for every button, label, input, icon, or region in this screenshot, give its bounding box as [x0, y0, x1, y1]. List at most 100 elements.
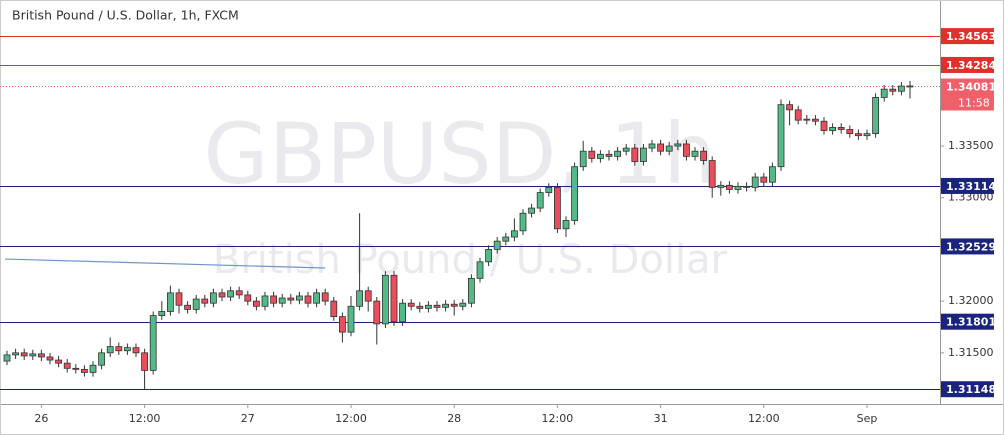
- level-label-box: [941, 56, 994, 73]
- candle-body: [106, 346, 114, 354]
- candle-body: [571, 166, 578, 221]
- level-label: 1.34563: [946, 30, 996, 43]
- candle-body: [812, 118, 819, 122]
- candle-body: [63, 362, 71, 369]
- candle-body: [846, 129, 854, 135]
- candle-body: [399, 302, 407, 323]
- y-tick-label: 1.33000: [948, 191, 994, 204]
- candle-body: [175, 292, 183, 306]
- candle-body: [648, 143, 656, 149]
- x-tick-label: 31: [654, 412, 668, 425]
- candle-body: [29, 353, 37, 357]
- x-tick-label: 12:00: [542, 412, 574, 425]
- candle-body: [889, 88, 897, 92]
- candle-body: [218, 292, 226, 298]
- level-label-box: [941, 28, 994, 45]
- candle-body: [880, 88, 888, 98]
- candle-body: [906, 85, 914, 88]
- level-label: 1.31148: [946, 383, 996, 396]
- x-tick-label: 12:00: [335, 412, 367, 425]
- candle-body: [295, 295, 303, 301]
- candle-body: [769, 166, 776, 183]
- candle-body: [485, 249, 493, 263]
- candle-body: [536, 192, 544, 209]
- watermark-subtitle: British Pound / U.S. Dollar: [213, 237, 728, 283]
- candle-body: [149, 315, 157, 371]
- candle-body: [751, 176, 759, 188]
- candle-body: [683, 143, 690, 157]
- candle-body: [467, 277, 475, 304]
- x-tick-label: Sep: [857, 412, 878, 425]
- candle-body: [46, 356, 54, 361]
- candle-body: [708, 160, 716, 188]
- level-label-box: [941, 313, 994, 330]
- candle-body: [855, 133, 862, 137]
- candle-body: [726, 184, 733, 190]
- level-label: 1.34284: [946, 59, 996, 72]
- candle-body: [244, 294, 252, 302]
- candle-body: [201, 298, 209, 304]
- candle-body: [872, 97, 879, 135]
- candle-body: [89, 364, 97, 373]
- candle-body: [631, 147, 639, 162]
- candle-body: [81, 368, 88, 373]
- candle-body: [502, 236, 510, 242]
- candle-body: [72, 367, 80, 370]
- candle-body: [743, 185, 750, 188]
- x-tick-label: 12:00: [129, 412, 161, 425]
- candle-body: [235, 290, 243, 296]
- candle-body: [622, 147, 630, 152]
- candle-body: [338, 316, 346, 333]
- candle-body: [416, 305, 424, 309]
- candle-body: [691, 150, 699, 157]
- candle-body: [115, 346, 123, 352]
- level-label: 1.31801: [946, 316, 996, 329]
- candle-body: [803, 118, 811, 121]
- candle-body: [476, 261, 484, 279]
- candle-body: [424, 304, 432, 309]
- candle-body: [579, 150, 587, 168]
- candle-body: [287, 297, 295, 301]
- candle-body: [381, 274, 389, 325]
- candle-body: [373, 300, 381, 325]
- candle-body: [528, 207, 535, 214]
- candle-body: [330, 300, 338, 318]
- candle-body: [829, 127, 836, 131]
- x-tick-label: 26: [34, 412, 48, 425]
- x-tick-label: 12:00: [748, 412, 780, 425]
- candle-body: [640, 147, 647, 162]
- candle-body: [364, 290, 372, 302]
- candle-body: [390, 274, 398, 323]
- watermark: GBPUSD, 1h: [204, 105, 717, 203]
- candle-body: [545, 186, 553, 193]
- candle-body: [863, 133, 871, 137]
- level-label: 1.33114: [946, 180, 996, 193]
- candle-body: [158, 311, 166, 316]
- last-price-label: 1.34081: [946, 81, 996, 94]
- level-label: 1.32529: [946, 240, 996, 253]
- candle-body: [433, 304, 441, 308]
- candle-body: [760, 176, 768, 183]
- candle-body: [700, 150, 707, 161]
- candle-body: [493, 240, 501, 250]
- candle-body: [786, 104, 793, 111]
- candle-body: [184, 304, 192, 310]
- y-tick-label: 1.31500: [948, 346, 994, 359]
- candle-body: [98, 352, 105, 366]
- candle-body: [124, 347, 131, 352]
- candle-body: [657, 143, 664, 152]
- candle-body: [3, 354, 11, 362]
- candle-body: [55, 359, 62, 364]
- candle-body: [519, 212, 527, 232]
- candle-body: [209, 292, 217, 304]
- candle-body: [261, 295, 269, 307]
- candle-body: [510, 230, 518, 238]
- candle-body: [820, 120, 828, 131]
- candle-body: [20, 352, 28, 357]
- x-tick-label: 28: [447, 412, 461, 425]
- candle-body: [278, 297, 286, 304]
- candle-body: [605, 153, 613, 157]
- candle-body: [304, 295, 312, 304]
- candle-body: [734, 185, 742, 190]
